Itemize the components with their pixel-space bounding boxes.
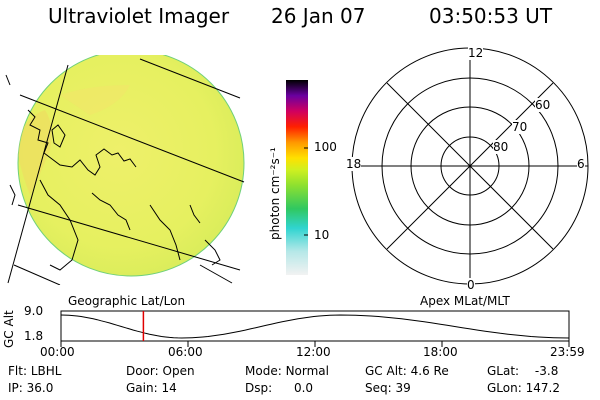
gain-label: Gain: [126, 381, 158, 395]
mlt-label-0: 0 [467, 278, 475, 292]
mlat-label-60: 60 [535, 98, 551, 112]
dsp-label: Dsp: [245, 381, 273, 395]
apex-caption: Apex MLat/MLT [420, 294, 510, 308]
glon-label: GLon: [487, 381, 522, 395]
color-scale-bar [286, 80, 308, 275]
glat-label: GLat: [487, 364, 520, 378]
seq-value: 39 [395, 381, 411, 395]
status-glat: GLat: -3.8 [487, 364, 558, 378]
lat-lon-grid [7, 58, 245, 285]
status-gain: Gain: 14 [126, 381, 177, 395]
status-ip: IP: 36.0 [8, 381, 53, 395]
coastlines [5, 74, 221, 271]
time-tick-1800: 18:00 [423, 345, 458, 359]
mlat-label-70: 70 [512, 120, 528, 134]
mode-value: Normal [285, 364, 329, 378]
glat-value: -3.8 [534, 364, 559, 378]
ip-value: 36.0 [26, 381, 54, 395]
time-tick-1200: 12:00 [296, 345, 331, 359]
colorbar-unit-label: photon cm⁻²s⁻¹ [268, 147, 282, 240]
ip-label: IP: [8, 381, 23, 395]
status-seq: Seq: 39 [365, 381, 411, 395]
orbit-altitude-track [60, 314, 570, 339]
mlt-label-6: 6 [577, 157, 585, 171]
alt-tick-low: 1.8 [24, 329, 44, 343]
dsp-value: 0.0 [293, 381, 314, 395]
app-title: Ultraviolet Imager [48, 4, 230, 28]
date-label: 26 Jan 07 [271, 4, 366, 28]
colorbar-tick-10: 10 [314, 228, 330, 242]
gain-value: 14 [161, 381, 177, 395]
time-tick-2359: 23:59 [550, 345, 585, 359]
mlat-label-80: 80 [493, 140, 509, 154]
status-glon: GLon: 147.2 [487, 381, 560, 395]
flt-value: LBHL [30, 364, 62, 378]
gc-alt-axis-label: GC Alt [2, 310, 16, 348]
uv-image-panel [5, 55, 245, 285]
status-dsp: Dsp: 0.0 [245, 381, 313, 395]
mlt-label-12: 12 [468, 46, 484, 60]
time-label: 03:50:53 UT [429, 4, 553, 28]
status-flt: Flt: LBHL [8, 364, 61, 378]
time-tick-0600: 06:00 [168, 345, 203, 359]
orbit-timeline [60, 310, 570, 347]
mlt-label-18: 18 [346, 157, 362, 171]
seq-label: Seq: [365, 381, 392, 395]
time-tick-0000: 00:00 [40, 345, 75, 359]
door-label: Door: [126, 364, 159, 378]
gcalt-label: GC Alt: [365, 364, 407, 378]
status-door: Door: Open [126, 364, 195, 378]
flt-label: Flt: [8, 364, 27, 378]
polar-mlt-plot [351, 47, 589, 285]
colorbar-tick-100: 100 [314, 140, 337, 154]
alt-tick-high: 9.0 [24, 304, 44, 318]
mode-label: Mode: [245, 364, 282, 378]
glon-value: 147.2 [525, 381, 560, 395]
status-mode: Mode: Normal [245, 364, 329, 378]
status-gc-alt: GC Alt: 4.6 Re [365, 364, 449, 378]
geo-caption: Geographic Lat/Lon [68, 294, 186, 308]
door-value: Open [162, 364, 195, 378]
earth-disk [17, 55, 245, 277]
gcalt-value: 4.6 Re [410, 364, 449, 378]
